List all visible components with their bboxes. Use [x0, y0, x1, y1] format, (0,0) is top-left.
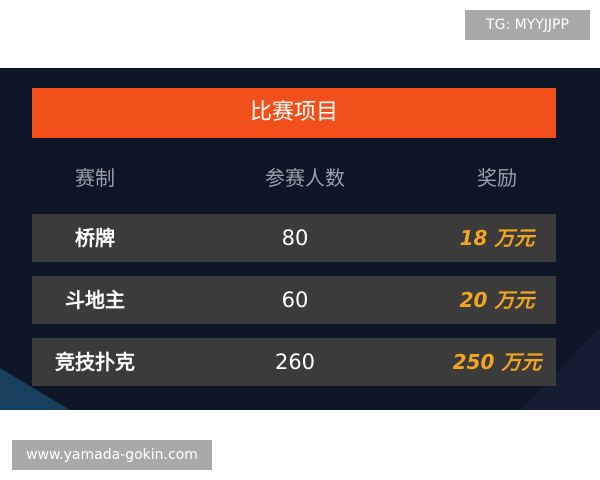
table-cell: 桥牌 — [75, 226, 115, 250]
table-row: 桥牌 80 18 万元 — [32, 214, 556, 262]
footer-url: www.yamada-gokin.com — [12, 440, 212, 470]
table-cell: 20 万元 — [459, 288, 535, 312]
column-header: 奖励 — [477, 166, 517, 190]
tg-tag: TG: MYYJJPP — [465, 10, 590, 40]
table-cell: 18 万元 — [459, 226, 535, 250]
table-row: 竞技扑克 260 250 万元 — [32, 338, 556, 386]
table-row: 斗地主 60 20 万元 — [32, 276, 556, 324]
table-cell: 斗地主 — [65, 288, 125, 312]
table-cell: 250 万元 — [452, 350, 542, 374]
table-cell: 60 — [281, 288, 309, 312]
column-header: 赛制 — [75, 166, 115, 190]
table-title: 比赛项目 — [32, 88, 556, 138]
table-cell: 260 — [274, 350, 316, 374]
table-cell: 80 — [281, 226, 309, 250]
decoration — [0, 328, 600, 410]
panel: 比赛项目 赛制 参赛人数 奖励 桥牌 80 18 万元斗地主 60 20 万元竞技扑克 2… — [0, 68, 600, 410]
column-header: 参赛人数 — [265, 166, 345, 190]
table-cell: 竞技扑克 — [55, 350, 135, 374]
